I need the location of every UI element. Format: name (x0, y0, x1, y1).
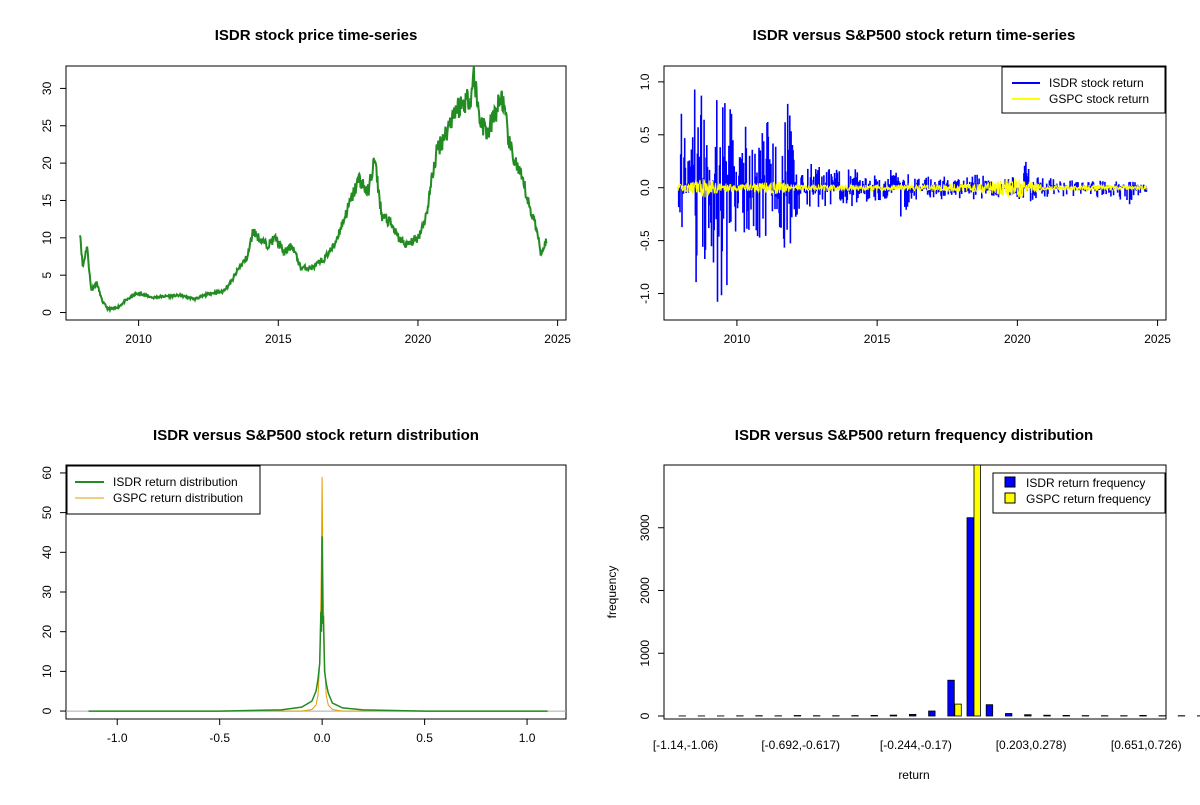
return-ts-ytick-label: 1.0 (638, 73, 652, 90)
isdr-freq-bar (909, 714, 916, 716)
gspc-freq-bar (955, 704, 962, 716)
freq-ylabel: frequency (605, 566, 619, 619)
density-panel: ISDR versus S&P500 stock return distribu… (40, 427, 566, 745)
price-xtick-label: 2010 (125, 332, 152, 346)
legend-isdr-freq-swatch (1005, 477, 1015, 487)
gspc-freq-bar (974, 465, 981, 716)
legend-isdr-dist-label: ISDR return distribution (113, 475, 238, 489)
isdr-freq-bar (1063, 715, 1070, 716)
density-ytick-label: 0 (40, 707, 54, 714)
return-ts-legend: ISDR stock return GSPC stock return (1002, 67, 1165, 113)
return-ts-plot-area: 2010 2015 2020 2025 -1.0 -0.5 0.0 0.5 1.0 (638, 73, 1171, 346)
price-ytick-label: 10 (40, 231, 54, 245)
legend-gspc-label: GSPC stock return (1049, 92, 1149, 106)
density-ytick-label: 20 (40, 625, 54, 639)
price-ytick-label: 20 (40, 156, 54, 170)
density-xtick-label: -0.5 (209, 731, 230, 745)
return-ts-xtick-label: 2015 (864, 332, 891, 346)
density-panel-title: ISDR versus S&P500 stock return distribu… (153, 427, 479, 444)
freq-panel: ISDR versus S&P500 return frequency dist… (605, 427, 1200, 782)
freq-ytick-label: 3000 (638, 514, 652, 541)
freq-panel-title: ISDR versus S&P500 return frequency dist… (735, 427, 1093, 444)
isdr-freq-bar (967, 518, 974, 716)
isdr-density-line (89, 536, 548, 711)
isdr-freq-bar (1044, 715, 1051, 716)
freq-ytick-label: 1000 (638, 640, 652, 667)
price-xtick-label: 2025 (544, 332, 571, 346)
return-ts-ytick-label: 0.0 (638, 179, 652, 196)
freq-xtick-label: [0.651,0.726) (1111, 738, 1182, 752)
isdr-freq-bar (1025, 715, 1032, 716)
isdr-freq-bar (890, 715, 897, 716)
price-plot-frame (66, 66, 566, 320)
return-ts-xtick-label: 2020 (1004, 332, 1031, 346)
legend-gspc-dist-label: GSPC return distribution (113, 491, 243, 505)
return-ts-panel: ISDR versus S&P500 stock return time-ser… (638, 27, 1171, 346)
price-ytick-label: 15 (40, 193, 54, 207)
return-ts-ytick-label: -0.5 (638, 230, 652, 251)
price-ytick-label: 5 (40, 272, 54, 279)
freq-xtick-label: [-1.14,-1.06) (653, 738, 718, 752)
isdr-freq-bar (1140, 715, 1147, 716)
legend-isdr-label: ISDR stock return (1049, 76, 1144, 90)
legend-gspc-freq-label: GSPC return frequency (1026, 492, 1151, 506)
price-ytick-label: 25 (40, 119, 54, 133)
return-ts-ytick-label: 0.5 (638, 126, 652, 143)
isdr-freq-bar (871, 715, 878, 716)
price-ytick-label: 30 (40, 81, 54, 95)
density-ytick-label: 40 (40, 545, 54, 559)
price-ytick-label: 0 (40, 309, 54, 316)
density-ytick-label: 10 (40, 664, 54, 678)
legend-isdr-freq-label: ISDR return frequency (1026, 476, 1145, 490)
price-xtick-label: 2015 (265, 332, 292, 346)
freq-xtick-label: [0.203,0.278) (996, 738, 1067, 752)
density-legend: ISDR return distribution GSPC return dis… (67, 466, 260, 514)
density-xtick-label: 0.5 (416, 731, 433, 745)
density-ytick-label: 30 (40, 585, 54, 599)
price-panel-title: ISDR stock price time-series (215, 27, 418, 44)
return-ts-ytick-label: -1.0 (638, 283, 652, 304)
density-ytick-label: 50 (40, 506, 54, 520)
return-ts-xtick-label: 2010 (724, 332, 751, 346)
price-series-line (80, 65, 546, 310)
isdr-freq-bar (929, 711, 936, 716)
freq-ytick-label: 2000 (638, 577, 652, 604)
density-xtick-label: -1.0 (107, 731, 128, 745)
freq-xtick-label: [-0.692,-0.617) (761, 738, 840, 752)
isdr-return-series (678, 90, 1146, 302)
isdr-freq-bar (986, 705, 993, 716)
isdr-freq-bar (794, 716, 801, 717)
density-xtick-label: 0.0 (314, 731, 331, 745)
freq-legend: ISDR return frequency GSPC return freque… (993, 473, 1165, 513)
freq-ytick-label: 0 (638, 712, 652, 719)
price-xtick-label: 2020 (405, 332, 432, 346)
freq-xlabel: return (898, 768, 929, 782)
isdr-freq-bar (948, 680, 955, 716)
freq-xtick-label: [-0.244,-0.17) (880, 738, 952, 752)
density-xtick-label: 1.0 (519, 731, 536, 745)
return-ts-xtick-label: 2025 (1144, 332, 1171, 346)
isdr-freq-bar (1005, 714, 1012, 717)
return-ts-panel-title: ISDR versus S&P500 stock return time-ser… (753, 27, 1076, 44)
legend-gspc-freq-swatch (1005, 493, 1015, 503)
density-ytick-label: 60 (40, 466, 54, 480)
